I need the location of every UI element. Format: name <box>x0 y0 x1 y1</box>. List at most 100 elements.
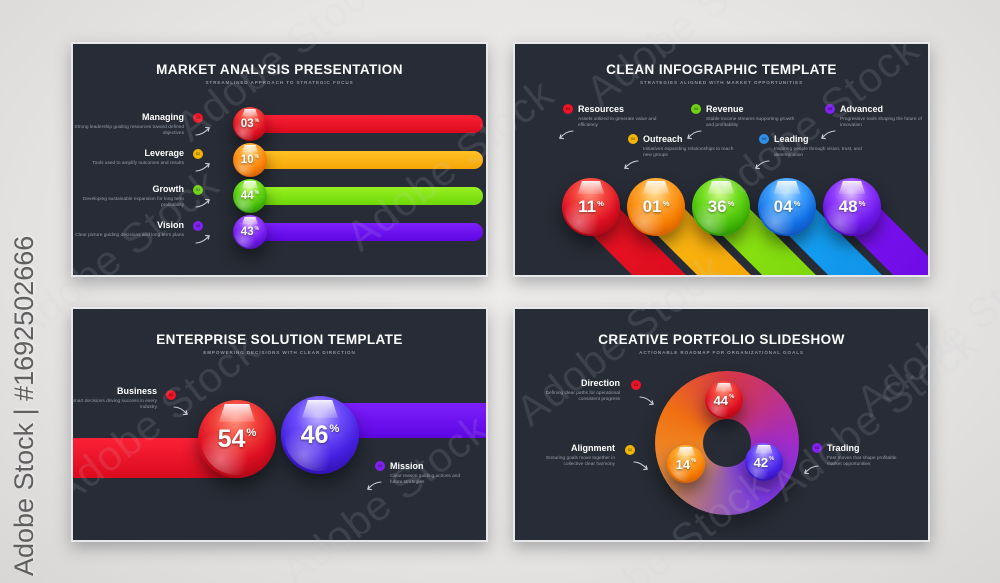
info-header: 03 Trading <box>812 443 912 453</box>
step-badge: 01 <box>166 390 176 400</box>
info-block: Alignment Ensuring goals move together i… <box>527 443 615 469</box>
percent-sign: % <box>254 226 260 233</box>
curved-arrow-icon <box>804 465 819 475</box>
step-badge: 03 <box>691 104 701 114</box>
info-label: Revenue <box>706 104 744 114</box>
percent-sign: % <box>254 118 260 125</box>
curved-arrow-icon <box>639 396 654 406</box>
value-ball: 44% <box>233 179 267 213</box>
value-ball: 04% <box>758 178 816 236</box>
slide-title: CREATIVE PORTFOLIO SLIDESHOW <box>598 332 845 347</box>
slide-subtitle: ACTIONABLE ROADMAP FOR ORGANIZATIONAL GO… <box>639 350 804 355</box>
info-description: Progressive tools shaping the future of … <box>840 117 922 129</box>
slide-enterprise-solution: ENTERPRISE SOLUTION TEMPLATE EMPOWERING … <box>71 307 488 542</box>
slide-title: ENTERPRISE SOLUTION TEMPLATE <box>156 332 403 347</box>
percent-label: 04% <box>758 178 816 236</box>
info-label: Outreach <box>643 134 683 144</box>
info-block: 04 Leading Inspiring people through visi… <box>755 134 866 170</box>
percent-value: 14 <box>675 456 691 472</box>
percent-value: 36 <box>707 197 727 216</box>
percent-label: 10% <box>233 143 267 177</box>
bar <box>250 223 483 241</box>
value-ball: 11% <box>562 178 620 236</box>
percent-label: 11% <box>562 178 620 236</box>
info-label: Trading <box>827 443 860 453</box>
step-badge: 02 <box>375 461 385 471</box>
percent-value: 43 <box>240 226 254 238</box>
percent-value: 42 <box>753 454 769 470</box>
info-description: Assets utilized to generate value and ef… <box>578 117 657 129</box>
info-label: Business <box>116 386 157 396</box>
info-label: Direction <box>580 378 620 388</box>
adobe-stock-id-watermark: Adobe Stock | #1692502666 <box>9 235 39 576</box>
percent-label: 44% <box>705 381 743 419</box>
info-description: Smart decisions driving success in every… <box>71 399 157 411</box>
info-header: 01 Resources <box>563 104 670 114</box>
row-description: Developing sustainable expansion for lon… <box>82 197 184 209</box>
info-description: Inspiring people through vision, trust, … <box>774 147 862 159</box>
percent-sign: % <box>662 198 670 208</box>
curved-arrow-icon <box>559 130 574 140</box>
step-badge: 01 <box>631 380 641 390</box>
row-description: Clear picture guiding decisions and long… <box>75 233 184 238</box>
info-description: Fast moves that shape profitable market … <box>827 456 897 468</box>
percent-label: 42% <box>745 443 783 481</box>
value-ball: 36% <box>692 178 750 236</box>
percent-value: 10 <box>240 154 254 166</box>
bar-row: Vision Clear picture guiding decisions a… <box>73 215 486 249</box>
info-header: 02 Mission <box>375 461 472 471</box>
curved-arrow-icon <box>687 130 702 140</box>
info-label: Leading <box>774 134 809 144</box>
bar <box>250 187 483 205</box>
percent-sign: % <box>729 394 735 401</box>
value-ball: 54% <box>198 400 276 478</box>
step-badge: 03 <box>193 185 203 195</box>
info-header: 02 Outreach <box>628 134 735 144</box>
slide-clean-infographic: CLEAN INFOGRAPHIC TEMPLATE STRATEGIES AL… <box>513 42 930 277</box>
percent-label: 54% <box>198 400 276 478</box>
row-label-block: Managing Strong leadership guiding resou… <box>73 112 184 138</box>
percent-label: 44% <box>233 179 267 213</box>
percent-sign: % <box>597 198 604 208</box>
percent-sign: % <box>254 190 260 197</box>
info-description: Ensuring goals move together in collecti… <box>546 456 615 468</box>
slide-market-analysis: MARKET ANALYSIS PRESENTATION STREAMLINED… <box>71 42 488 277</box>
value-ball: 48% <box>823 178 881 236</box>
percent-sign: % <box>793 198 801 208</box>
row-label: Managing <box>142 112 184 122</box>
step-badge: 02 <box>628 134 638 144</box>
slide-subtitle: STREAMLINED APPROACH TO STRATEGIC FOCUS <box>205 80 354 85</box>
value-ball: 43% <box>233 215 267 249</box>
value-ball: 44% <box>705 381 743 419</box>
row-label-block: Growth Developing sustainable expansion … <box>73 184 185 210</box>
percent-sign: % <box>769 456 775 463</box>
curved-arrow-icon <box>195 162 210 172</box>
row-label-block: Vision Clear picture guiding decisions a… <box>73 220 184 239</box>
info-block: Business Smart decisions driving success… <box>71 386 157 412</box>
bar-row: Growth Developing sustainable expansion … <box>73 179 486 213</box>
row-label: Vision <box>157 220 184 230</box>
percent-value: 04 <box>773 197 793 216</box>
slide-title: CLEAN INFOGRAPHIC TEMPLATE <box>606 62 837 77</box>
step-badge: 03 <box>812 443 822 453</box>
bar-row: Leverage Tools used to amplify outcomes … <box>73 143 486 177</box>
slide-subtitle: STRATEGIES ALIGNED WITH MARKET OPPORTUNI… <box>639 80 804 85</box>
info-block: 01 Resources Assets utilized to generate… <box>559 104 670 140</box>
value-ball: 10% <box>233 143 267 177</box>
step-badge: 02 <box>625 445 635 455</box>
percent-value: 44 <box>240 190 254 202</box>
row-label: Growth <box>152 184 185 194</box>
curved-arrow-icon <box>367 481 382 491</box>
slide-title: MARKET ANALYSIS PRESENTATION <box>156 62 403 77</box>
percent-value: 48 <box>838 197 858 216</box>
curved-arrow-icon <box>633 461 648 471</box>
info-block: 02 Mission Clear reason guiding actions … <box>367 461 472 491</box>
bar-row: Managing Strong leadership guiding resou… <box>73 107 486 141</box>
info-block: 03 Trading Fast moves that shape profita… <box>804 443 912 475</box>
percent-value: 46 <box>300 420 329 449</box>
info-label: Resources <box>578 104 625 114</box>
info-block: 02 Outreach Initiatives expanding relati… <box>624 134 735 170</box>
step-badge: 05 <box>825 104 835 114</box>
row-description: Tools used to amplify outcomes and resul… <box>92 161 184 166</box>
